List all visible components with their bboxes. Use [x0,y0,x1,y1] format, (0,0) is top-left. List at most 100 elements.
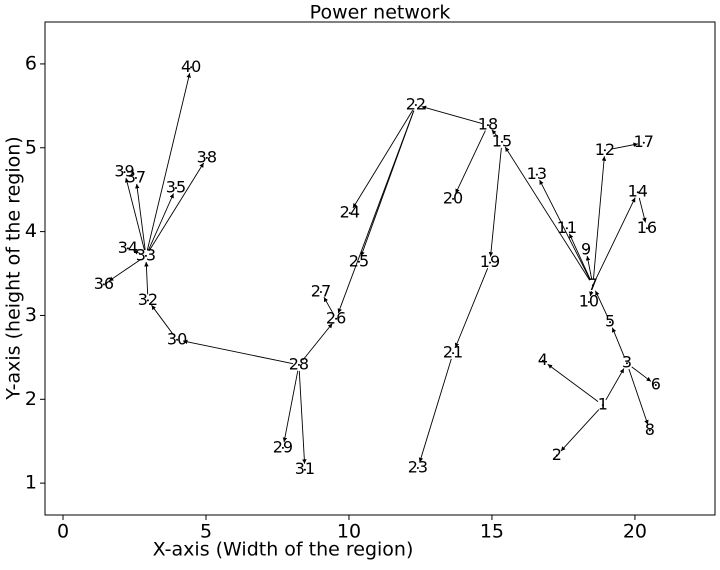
node-point [297,363,300,366]
node-point [452,197,455,200]
node-label: 19 [480,252,500,271]
edge [605,368,625,401]
node-label: 34 [118,238,138,257]
edge [151,304,174,336]
edge [491,129,499,138]
node-label: 35 [166,178,186,197]
edge [488,147,502,257]
node-point [146,299,149,302]
edge [124,177,145,251]
y-tick-label: 6 [25,52,37,74]
edge [455,130,486,194]
node-point [126,247,129,250]
node-label: 5 [605,312,615,331]
edge [547,363,599,402]
edge [418,358,452,463]
edge [589,291,594,297]
node-point [642,141,645,144]
node-point [488,261,491,264]
node-label: 20 [443,188,463,207]
node-point [123,171,126,174]
node-label: 10 [579,292,599,311]
node-point [541,359,544,362]
edge [611,327,626,358]
node-label: 39 [114,162,134,181]
node-point [348,212,351,215]
node-point [102,283,105,286]
y-tick-label: 4 [25,220,37,242]
edge [628,368,649,425]
edge [631,366,652,382]
node-label: 15 [492,131,512,150]
y-tick-label: 3 [25,304,37,326]
node-point [134,176,137,179]
node-point [281,446,284,449]
node-point [654,384,657,387]
node-point [205,156,208,159]
edge [148,162,205,252]
node-label: 14 [628,182,648,201]
node-point [625,362,628,365]
x-tick-label: 20 [623,521,647,543]
node-label: 13 [527,164,547,183]
node-point [174,187,177,190]
node-point [303,468,306,471]
node-point [636,191,639,194]
node-label: 37 [126,167,146,186]
node-label: 7 [588,275,598,294]
edge [133,250,141,255]
node-label: 8 [645,420,655,439]
node-label: 6 [651,375,661,394]
edge [352,109,414,209]
node-label: 23 [408,458,428,477]
node-label: 31 [295,459,315,478]
y-tick-label: 2 [25,388,37,410]
y-tick-label: 1 [25,472,37,494]
x-tick-label: 10 [337,521,361,543]
node-point [601,404,604,407]
edge [504,146,591,281]
node-label: 9 [581,240,591,259]
node-point [555,454,558,457]
node-label: 40 [181,57,201,76]
node-point [319,290,322,293]
edge [135,183,146,251]
node-label: 17 [634,132,654,151]
edge [454,268,489,348]
node-point [190,66,193,69]
node-label: 26 [326,308,346,327]
node-point [335,317,338,320]
node-label: 25 [349,251,369,270]
x-tick-label: 15 [480,521,504,543]
edge [560,409,600,452]
node-label: 22 [406,95,426,114]
node-point [414,104,417,107]
edge [282,370,299,443]
node-point [645,227,648,230]
edge [638,197,647,223]
edge [568,233,591,280]
edge [144,261,149,295]
node-label: 27 [311,281,331,300]
edge [182,339,294,365]
edge [323,296,334,314]
plot-frame [44,21,716,516]
edge [595,197,636,281]
edge [108,258,142,282]
edge [595,290,608,317]
y-tick-label: 5 [25,136,37,158]
node-label: 3 [622,353,632,372]
node-point [585,249,588,252]
node-point [416,467,419,470]
node-point [486,124,489,127]
y-axis-label: Y-axis (height of the region) [3,136,25,400]
edge [298,370,307,464]
x-tick-label: 0 [57,521,69,543]
node-label: 4 [538,350,548,369]
x-axis-label: X-axis (Width of the region) [153,539,414,561]
node-point [452,352,455,355]
node-label: 36 [94,274,114,293]
edge [302,323,333,361]
x-tick-label: 5 [200,521,212,543]
